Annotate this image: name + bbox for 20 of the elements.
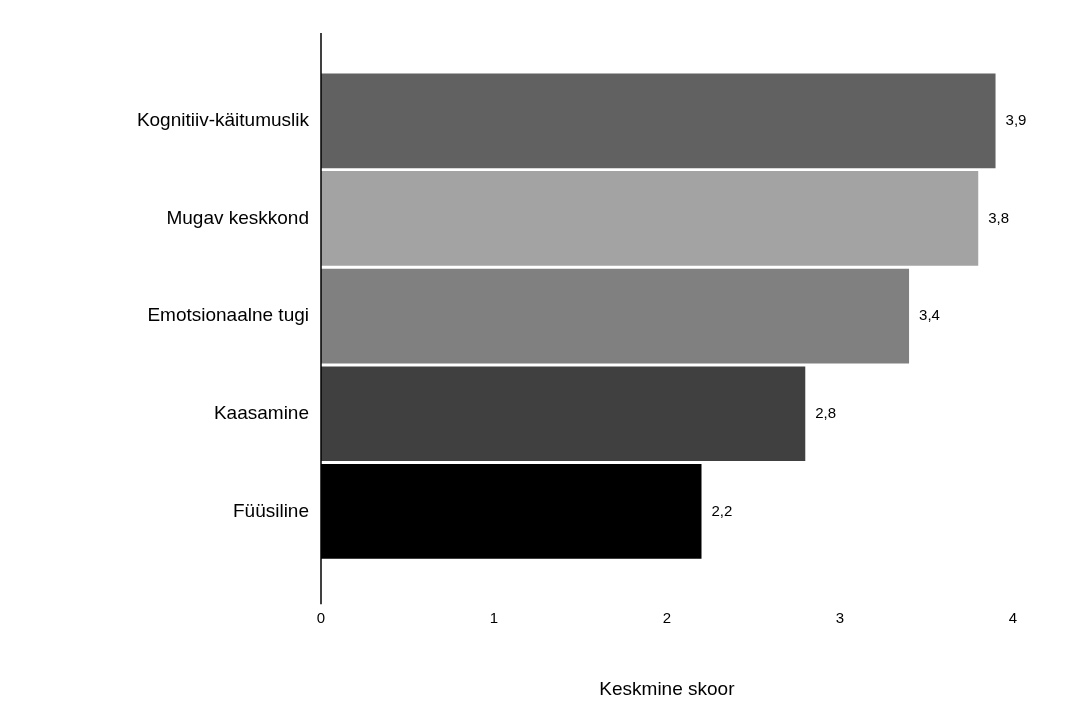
y-tick-label: Kaasamine bbox=[213, 401, 309, 423]
y-tick-label: Kognitiiv-käitumuslik bbox=[136, 109, 310, 131]
x-axis-title: Keskmine skoor bbox=[599, 677, 736, 699]
bar bbox=[321, 366, 806, 462]
data-label: 3,9 bbox=[1005, 110, 1027, 128]
y-tick-label: Füüsiline bbox=[232, 499, 309, 521]
y-tick-label: Mugav keskkond bbox=[166, 206, 309, 228]
x-tick-label: 2 bbox=[662, 609, 672, 627]
y-tick-label: Emotsionaalne tugi bbox=[147, 304, 309, 326]
data-label: 3,8 bbox=[988, 208, 1010, 226]
bar bbox=[321, 171, 979, 266]
data-label: 3,4 bbox=[919, 306, 940, 324]
data-label: 2,2 bbox=[711, 501, 733, 519]
data-label: 2,8 bbox=[815, 403, 837, 421]
bar bbox=[321, 73, 996, 169]
x-tick-label: 0 bbox=[316, 609, 326, 627]
bar bbox=[321, 268, 910, 364]
x-tick-label: 4 bbox=[1008, 609, 1017, 627]
x-tick-label: 1 bbox=[489, 609, 499, 627]
x-tick-label: 3 bbox=[835, 609, 845, 627]
